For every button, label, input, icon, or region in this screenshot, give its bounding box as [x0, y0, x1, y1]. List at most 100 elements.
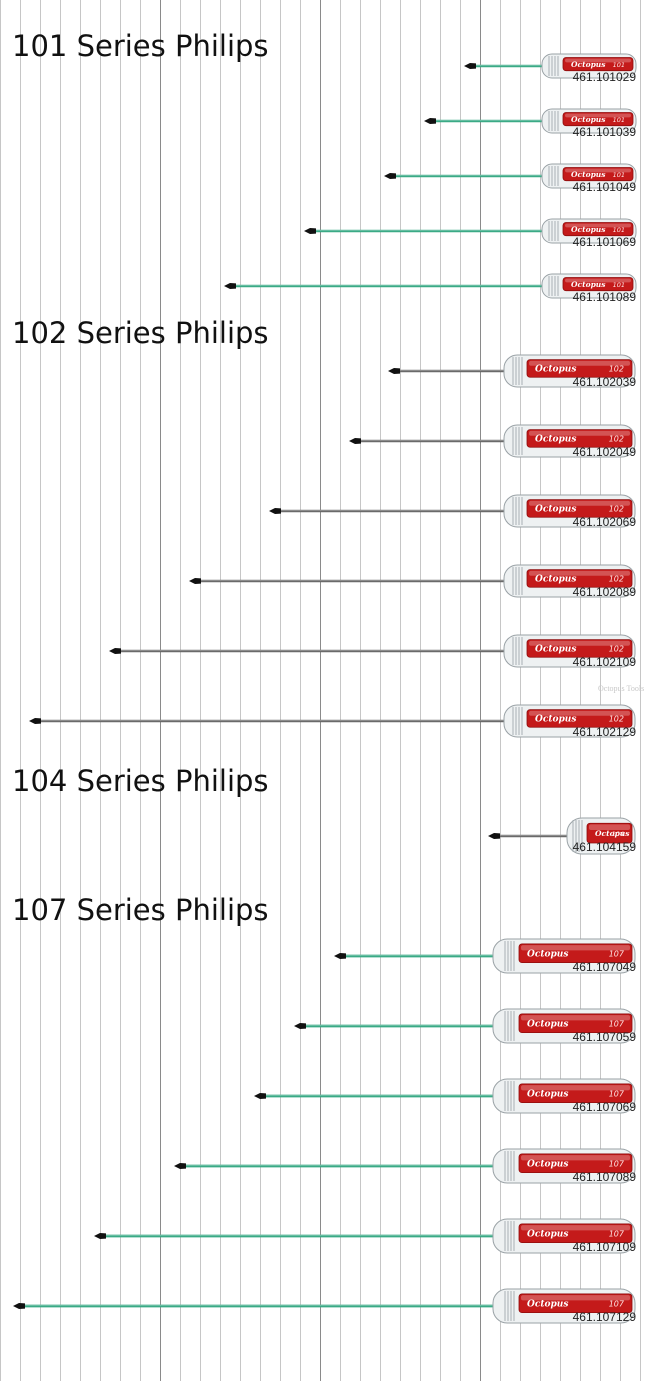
- screwdriver-item: Octopus 102 461.102049: [0, 423, 650, 459]
- sku-label: 461.107059: [572, 1030, 636, 1044]
- handle-model: 104: [612, 830, 624, 838]
- handle-red-core: [518, 1083, 633, 1104]
- handle-brand: Octopus: [571, 60, 606, 69]
- phillips-tip: [94, 1233, 106, 1239]
- screwdriver-item: Octopus 101 461.101029: [0, 48, 650, 84]
- sku-label: 461.107129: [572, 1310, 636, 1324]
- handle-gloss: [521, 1295, 630, 1301]
- screwdriver-drawing: Octopus 107: [94, 1218, 636, 1254]
- section-title-102: 102 Series Philips: [12, 316, 269, 350]
- handle-brand: Octopus: [535, 575, 576, 585]
- handle-brand: Octopus: [527, 1160, 568, 1170]
- sku-label: 461.102039: [572, 375, 636, 389]
- section-title-101: 101 Series Philips: [12, 29, 269, 63]
- handle-model: 107: [609, 1020, 625, 1029]
- phillips-tip: [189, 578, 201, 584]
- sku-label: 461.102069: [572, 515, 636, 529]
- handle-model: 107: [609, 950, 625, 959]
- handle-red-core: [526, 569, 633, 588]
- handle-model: 101: [613, 171, 625, 179]
- handle-brand: Octopus: [535, 435, 576, 445]
- handle-gloss: [565, 223, 631, 228]
- sku-label: 461.104159: [572, 840, 636, 854]
- screwdriver-item: Octopus 102 461.102089: [0, 563, 650, 599]
- handle-red-core: [526, 359, 633, 378]
- watermark: Octopus Tools: [598, 684, 645, 693]
- phillips-tip: [349, 438, 361, 444]
- handle-model: 102: [609, 715, 624, 724]
- phillips-tip: [224, 283, 236, 289]
- screwdriver-drawing: Octopus 101: [304, 218, 637, 244]
- handle-model: 101: [613, 226, 625, 234]
- screwdriver-drawing: Octopus 102: [29, 704, 636, 738]
- phillips-tip: [29, 718, 41, 724]
- screwdriver-drawing: Octopus 107: [294, 1008, 636, 1044]
- handle-brand: Octopus: [571, 115, 606, 124]
- handle-red-core: [526, 499, 633, 518]
- screwdriver-drawing: Octopus 102: [269, 494, 636, 528]
- handle-red-core: [562, 112, 634, 127]
- handle-gloss: [565, 278, 631, 283]
- sku-label: 461.107109: [572, 1240, 636, 1254]
- handle-model: 107: [609, 1090, 625, 1099]
- handle-gloss: [565, 58, 631, 63]
- handle-red-core: [562, 57, 634, 72]
- handle-gloss: [521, 945, 630, 951]
- handle-gloss: [529, 500, 630, 506]
- handle-red-core: [562, 222, 634, 237]
- handle-red-core: [518, 943, 633, 964]
- sku-label: 461.101049: [572, 180, 636, 194]
- sku-label: 461.102109: [572, 655, 636, 669]
- screwdriver-item: Octopus 101 461.101049: [0, 158, 650, 194]
- handle-gloss: [529, 360, 630, 366]
- handle-brand: Octopus: [535, 715, 576, 725]
- handle-brand: Octopus: [595, 829, 630, 838]
- handle-red-core: [518, 1013, 633, 1034]
- phillips-tip: [384, 173, 396, 179]
- handle-gloss: [521, 1015, 630, 1021]
- section-title-107: 107 Series Philips: [12, 893, 269, 927]
- screwdriver-drawing: Octopus 102: [388, 354, 636, 388]
- handle-brand: Octopus: [535, 505, 576, 515]
- screwdriver-drawing: Octopus 101: [464, 53, 637, 79]
- screwdriver-item: Octopus 107 461.107129: [0, 1288, 650, 1324]
- handle-model: 101: [613, 61, 625, 69]
- handle-brand: Octopus: [535, 365, 576, 375]
- handle-brand: Octopus: [527, 1090, 568, 1100]
- handle-red-core: [518, 1293, 633, 1314]
- handle-gloss: [521, 1155, 630, 1161]
- sku-label: 461.102129: [572, 725, 636, 739]
- screwdriver-item: Octopus 107 461.107089: [0, 1148, 650, 1184]
- screwdriver-drawing: Octopus 107: [13, 1288, 636, 1324]
- phillips-tip: [424, 118, 436, 124]
- handle-model: 102: [609, 365, 624, 374]
- screwdriver-item: Octopus 107 461.107059: [0, 1008, 650, 1044]
- screwdriver-drawing: Octopus 101: [224, 273, 637, 299]
- handle-brand: Octopus: [571, 170, 606, 179]
- screwdriver-drawing: Octopus 101: [384, 163, 637, 189]
- handle-model: 102: [609, 645, 624, 654]
- sku-label: 461.101089: [572, 290, 636, 304]
- handle-model: 102: [609, 435, 624, 444]
- handle-red-core: [562, 167, 634, 182]
- screwdriver-item: Octopus 102 461.102129: [0, 703, 650, 739]
- handle-model: 102: [609, 505, 624, 514]
- phillips-tip: [464, 63, 476, 69]
- screwdriver-drawing: Octopus 107: [334, 938, 636, 974]
- handle-model: 107: [609, 1230, 625, 1239]
- screwdriver-item: Octopus 101 461.101069: [0, 213, 650, 249]
- handle-brand: Octopus: [527, 950, 568, 960]
- sku-label: 461.107069: [572, 1100, 636, 1114]
- handle-brand: Octopus: [535, 645, 576, 655]
- phillips-tip: [304, 228, 316, 234]
- phillips-tip: [174, 1163, 186, 1169]
- screwdriver-item: Octopus 104 461.104159: [0, 817, 650, 855]
- handle-gloss: [565, 113, 631, 118]
- handle-model: 101: [613, 116, 625, 124]
- screwdriver-drawing: Octopus 102: [349, 424, 636, 458]
- handle-gloss: [529, 570, 630, 576]
- handle-red-core: [526, 429, 633, 448]
- screwdriver-drawing: Octopus 102: [189, 564, 636, 598]
- sku-label: 461.107089: [572, 1170, 636, 1184]
- handle-model: 107: [609, 1160, 625, 1169]
